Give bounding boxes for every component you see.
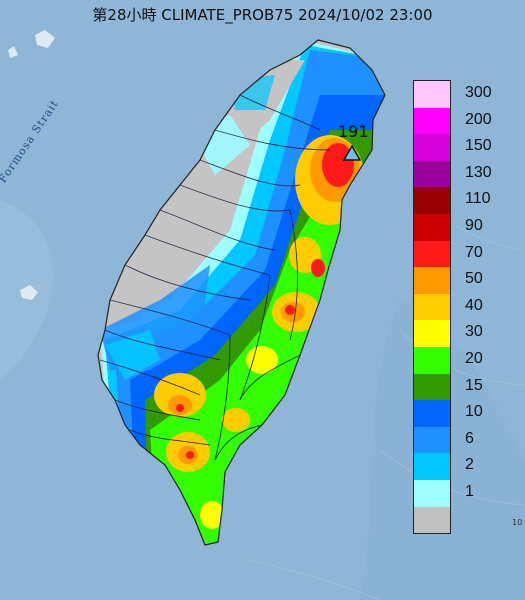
legend-swatch (414, 426, 450, 454)
legend-label: 15 (465, 376, 483, 394)
legend-swatch (414, 187, 450, 214)
legend-swatch (414, 213, 450, 241)
legend-label: 130 (465, 163, 492, 181)
legend-label: 200 (465, 110, 492, 128)
edge-label: 10 (512, 518, 523, 527)
legend-label: 6 (465, 429, 474, 447)
legend-label: 1 (465, 483, 474, 500)
legend-label: 40 (465, 296, 483, 314)
legend-label: 90 (465, 217, 483, 234)
legend-label: 10 (465, 403, 483, 421)
legend-swatch (414, 400, 450, 427)
legend-label: 50 (465, 270, 483, 288)
legend-color-bar (413, 80, 451, 535)
legend-swatch (414, 373, 450, 401)
legend-label: 2 (465, 456, 474, 474)
legend-label: 300 (465, 84, 492, 101)
peak-rainfall-label: 191 (338, 122, 369, 141)
legend-swatch (414, 134, 450, 161)
legend-swatch (414, 320, 450, 347)
coastline (97, 39, 386, 546)
legend-swatch (414, 453, 450, 480)
legend-swatch (414, 81, 450, 108)
legend-swatch (414, 346, 450, 374)
boundaries (99, 94, 331, 461)
legend-swatch (414, 107, 450, 135)
island (8, 46, 18, 58)
legend-label: 150 (465, 137, 492, 155)
legend-label: 70 (465, 243, 483, 261)
legend-label: 30 (465, 323, 483, 341)
legend-label: 110 (465, 190, 491, 208)
island (20, 285, 38, 300)
legend-swatch (414, 160, 450, 188)
legend-swatch (414, 479, 450, 507)
peak-triangle-icon (343, 145, 361, 161)
legend-swatch (414, 506, 450, 534)
island (35, 30, 55, 48)
legend-swatch (414, 240, 450, 268)
map-title: 第28小時 CLIMATE_PROB75 2024/10/02 23:00 (92, 6, 433, 24)
legend-swatch (414, 267, 450, 294)
legend-swatch (414, 293, 450, 321)
legend-label: 20 (465, 350, 483, 367)
